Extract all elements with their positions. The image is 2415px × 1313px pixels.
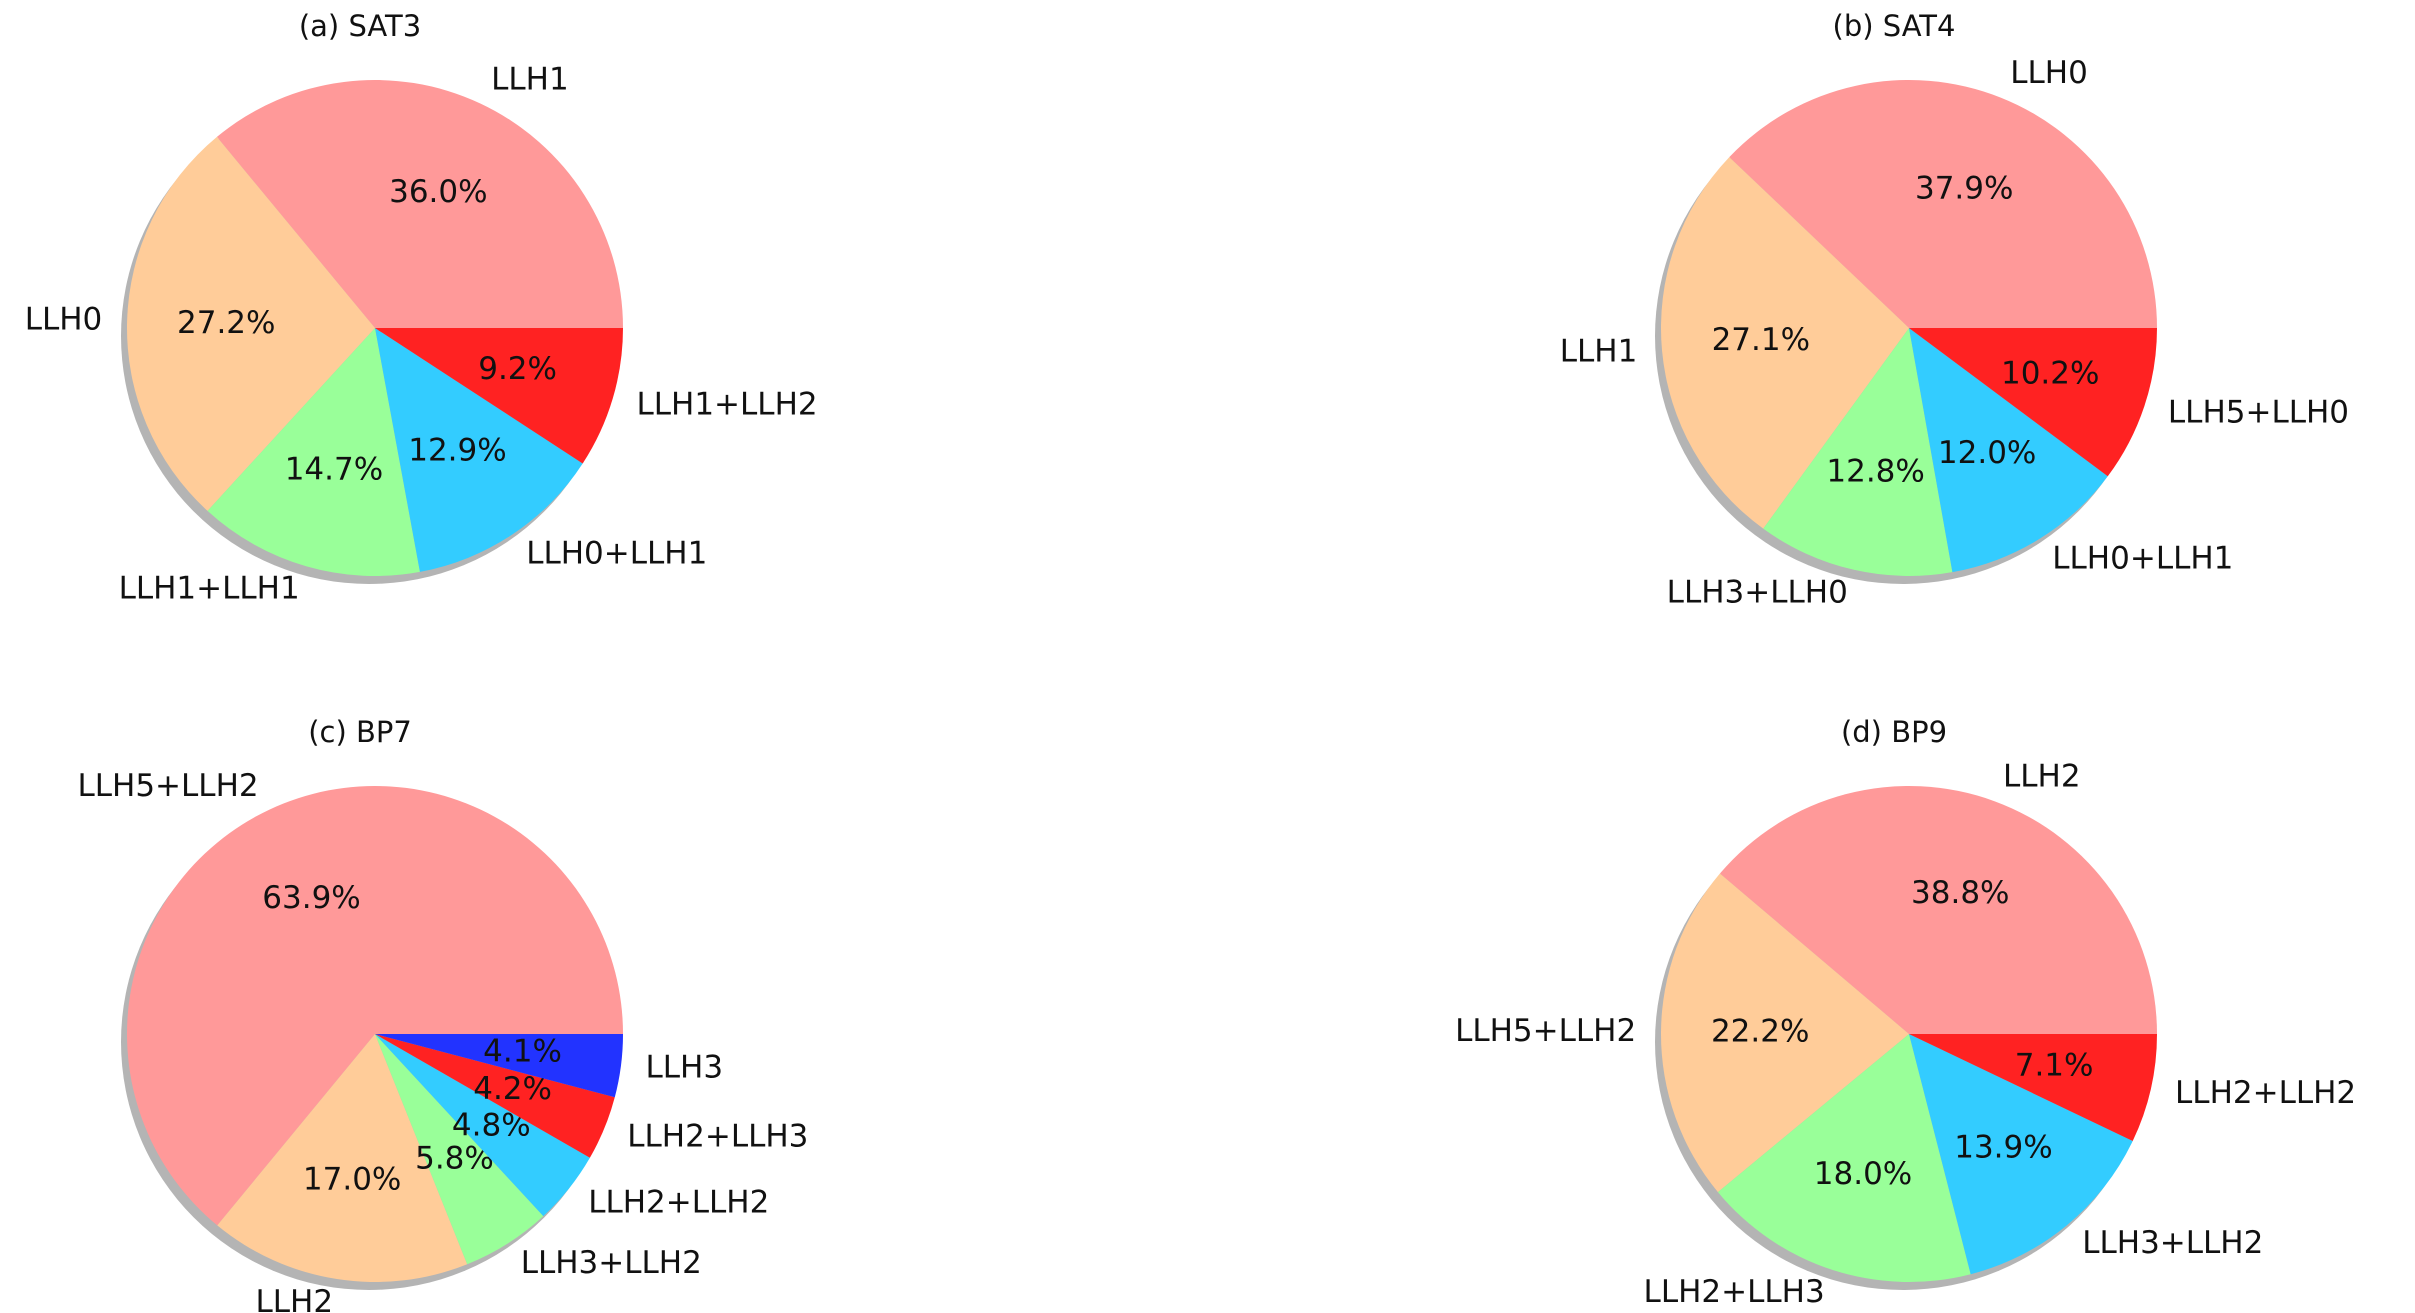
- value-label: 12.9%: [408, 432, 506, 468]
- pie-wedge: [1909, 1034, 2157, 1142]
- category-label: LLH5+LLH2: [1455, 1013, 1636, 1049]
- value-label: 12.0%: [1938, 435, 2036, 471]
- chart-title: (d) BP9: [1841, 715, 1947, 749]
- value-label: 17.0%: [303, 1162, 401, 1198]
- value-label: 27.2%: [177, 305, 275, 341]
- category-label: LLH3+LLH0: [1667, 574, 1848, 610]
- pie-wedge: [1909, 1034, 2133, 1275]
- pie-wedge: [127, 136, 375, 511]
- value-label: 37.9%: [1915, 170, 2013, 206]
- category-label: LLH0+LLH1: [2052, 541, 2233, 577]
- pie-wedge: [217, 1034, 468, 1282]
- category-label: LLH0: [25, 302, 103, 338]
- pie-wedge: [126, 785, 624, 1226]
- category-label: LLH5+LLH2: [77, 768, 258, 804]
- value-label: 22.2%: [1711, 1014, 1809, 1050]
- category-label: LLH2: [2003, 758, 2081, 794]
- category-label: LLH0: [2010, 55, 2088, 91]
- pie-wedge: [375, 1034, 615, 1158]
- chart-title: (b) SAT4: [1833, 9, 1956, 43]
- value-label: 27.1%: [1712, 322, 1810, 358]
- pie-wedge: [1660, 157, 1909, 529]
- value-label: 13.9%: [1954, 1129, 2052, 1165]
- value-label: 38.8%: [1911, 875, 2009, 911]
- value-label: 12.8%: [1826, 454, 1924, 490]
- pie-wedge: [1719, 786, 2157, 1034]
- category-label: LLH5+LLH0: [2168, 394, 2349, 430]
- value-label: 63.9%: [262, 880, 360, 916]
- pie-wedge: [1660, 873, 1909, 1193]
- pie-wedge: [375, 1034, 544, 1265]
- category-label: LLH3: [646, 1050, 724, 1086]
- pie-wedge: [1717, 1034, 1971, 1282]
- pie-wedge: [1909, 328, 2157, 477]
- pie-wedge: [1763, 328, 1953, 576]
- pie-wedge: [216, 80, 623, 329]
- pie-wedge: [375, 328, 623, 464]
- chart-title: (a) SAT3: [299, 9, 421, 43]
- chart-title: (c) BP7: [308, 715, 412, 749]
- category-label: LLH0+LLH1: [526, 536, 707, 572]
- pie-wedge: [1729, 79, 2157, 328]
- category-label: LLH3+LLH2: [521, 1245, 702, 1281]
- value-label: 10.2%: [2001, 355, 2099, 391]
- value-label: 18.0%: [1814, 1156, 1912, 1192]
- category-label: LLH2+LLH3: [1644, 1274, 1825, 1310]
- value-label: 36.0%: [389, 174, 487, 210]
- category-label: LLH2+LLH3: [627, 1118, 808, 1154]
- category-label: LLH1+LLH2: [636, 386, 817, 422]
- pie-wedge: [375, 328, 583, 572]
- pie-wedge: [207, 328, 420, 576]
- value-label: 7.1%: [2015, 1047, 2094, 1083]
- category-label: LLH1: [491, 62, 569, 98]
- category-label: LLH3+LLH2: [2082, 1225, 2263, 1261]
- pie-wedge: [1909, 328, 2108, 573]
- pie-wedge: [375, 1034, 623, 1098]
- value-label: 9.2%: [478, 351, 557, 387]
- value-label: 4.1%: [483, 1034, 562, 1070]
- pie-wedge: [375, 1034, 590, 1217]
- value-label: 14.7%: [285, 452, 383, 488]
- category-label: LLH2+LLH2: [2175, 1075, 2356, 1111]
- category-label: LLH2+LLH2: [588, 1185, 769, 1221]
- category-label: LLH1: [1560, 333, 1638, 369]
- category-label: LLH1+LLH1: [119, 571, 300, 607]
- category-label: LLH2: [256, 1284, 334, 1313]
